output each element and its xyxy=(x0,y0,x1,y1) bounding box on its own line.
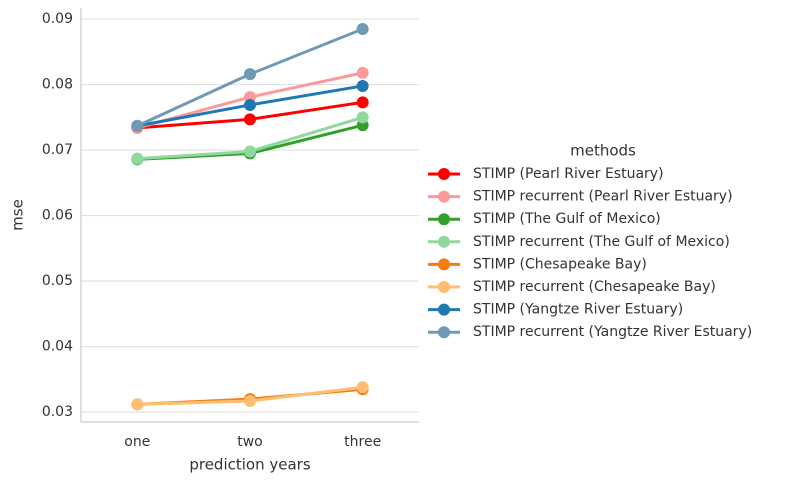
x-tick-label: two xyxy=(237,434,263,450)
legend-marker xyxy=(438,258,450,271)
point xyxy=(131,152,144,165)
legend-marker xyxy=(438,326,450,339)
y-tick-label: 0.09 xyxy=(42,11,73,27)
point xyxy=(356,381,369,394)
y-tick-label: 0.03 xyxy=(42,404,73,420)
legend-entry: STIMP recurrent (Pearl River Estuary) xyxy=(428,189,733,205)
point xyxy=(356,79,369,92)
point xyxy=(244,98,256,111)
point xyxy=(244,68,256,81)
legend-marker xyxy=(438,235,450,248)
legend-marker xyxy=(438,303,450,316)
y-tick-label: 0.05 xyxy=(42,273,73,289)
point xyxy=(356,66,369,79)
y-axis-label: mse xyxy=(9,199,27,231)
y-tick-label: 0.06 xyxy=(42,208,73,224)
point xyxy=(356,111,369,124)
y-tick-label: 0.07 xyxy=(42,142,73,158)
point xyxy=(131,119,144,132)
legend-title: methods xyxy=(570,142,636,160)
point xyxy=(131,398,144,411)
x-axis-label: prediction years xyxy=(189,456,310,474)
legend-label: STIMP (The Gulf of Mexico) xyxy=(473,211,661,227)
point xyxy=(244,395,256,408)
legend-entry: STIMP recurrent (Chesapeake Bay) xyxy=(428,279,716,295)
legend-label: STIMP (Yangtze River Estuary) xyxy=(473,302,683,318)
x-tick-label: three xyxy=(344,434,381,450)
legend-label: STIMP (Pearl River Estuary) xyxy=(473,166,664,182)
point xyxy=(244,145,256,158)
y-tick-label: 0.04 xyxy=(42,339,73,355)
legend-entry: STIMP recurrent (The Gulf of Mexico) xyxy=(428,234,730,250)
legend-marker xyxy=(438,168,450,180)
legend-label: STIMP recurrent (The Gulf of Mexico) xyxy=(473,234,730,250)
legend-marker xyxy=(438,190,450,203)
legend-marker xyxy=(438,281,450,293)
x-tick-label: one xyxy=(124,434,150,450)
legend-label: STIMP (Chesapeake Bay) xyxy=(473,256,647,272)
point xyxy=(244,113,256,126)
legend-entry: STIMP (Pearl River Estuary) xyxy=(428,166,664,182)
legend-entry: STIMP (Chesapeake Bay) xyxy=(428,256,647,272)
legend-entry: STIMP recurrent (Yangtze River Estuary) xyxy=(428,324,752,340)
legend-label: STIMP recurrent (Yangtze River Estuary) xyxy=(473,324,752,340)
point xyxy=(356,22,369,35)
y-tick-label: 0.08 xyxy=(42,77,73,93)
legend-label: STIMP recurrent (Pearl River Estuary) xyxy=(473,189,733,205)
legend-entry: STIMP (The Gulf of Mexico) xyxy=(428,211,661,227)
legend-entry: STIMP (Yangtze River Estuary) xyxy=(428,302,683,318)
point xyxy=(356,96,369,109)
legend-label: STIMP recurrent (Chesapeake Bay) xyxy=(473,279,716,295)
legend-marker xyxy=(438,213,450,226)
